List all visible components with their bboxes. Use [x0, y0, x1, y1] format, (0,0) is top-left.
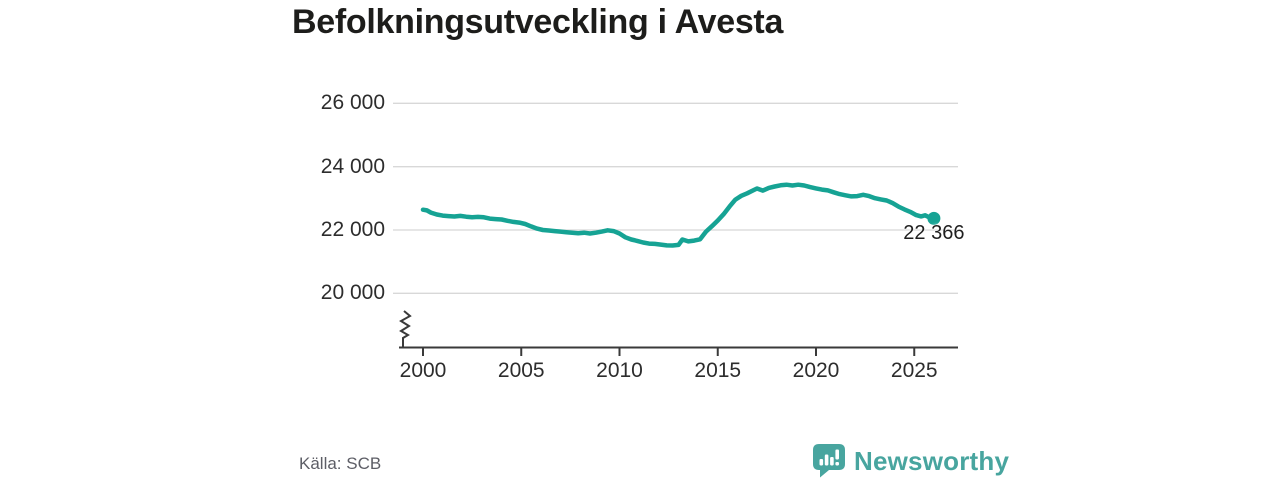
- last-value-label: 22 366: [903, 221, 965, 244]
- brand-name: Newsworthy: [854, 445, 1010, 476]
- y-axis-break-icon: [399, 310, 412, 347]
- last-point-marker: [927, 211, 941, 225]
- source-label: Källa: SCB: [299, 454, 382, 473]
- population-line: [420, 182, 937, 248]
- bar-chart-speech-bubble-icon: [813, 444, 845, 478]
- brand-logo: Newsworthy: [812, 443, 1009, 479]
- chart-title: Befolkningsutveckling i Avesta: [292, 3, 784, 41]
